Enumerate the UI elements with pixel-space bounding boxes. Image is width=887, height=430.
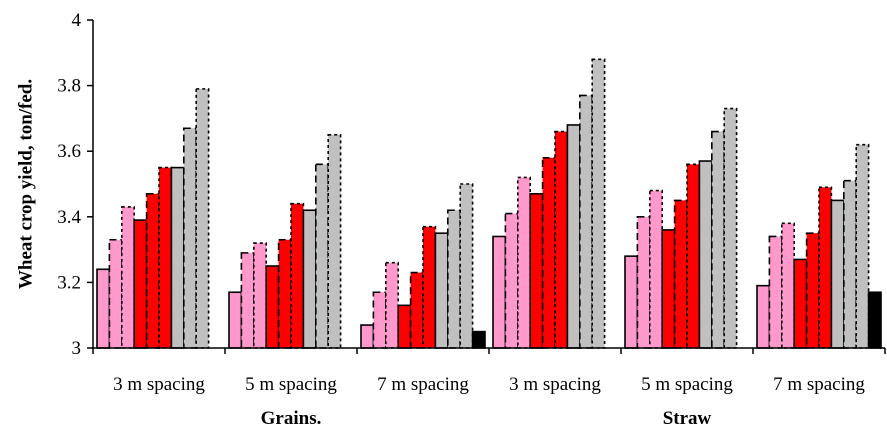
bar: [409, 271, 424, 349]
bar: [529, 193, 544, 349]
x-category-label: 7 m spacing: [377, 374, 469, 395]
x-ticks: 3 m spacing 5 m spacing 7 m spacing 3 m spa…: [92, 348, 886, 395]
bar: [661, 229, 676, 349]
y-axis-label: Wheat crop yield, ton/fed.: [15, 79, 36, 289]
bar: [723, 107, 738, 349]
bar: [855, 143, 870, 349]
bar: [228, 291, 243, 349]
x-category-label: 5 m spacing: [641, 374, 733, 395]
x-category-label: 3 m spacing: [509, 374, 601, 395]
bar: [554, 130, 569, 349]
y-tick-label: 4: [72, 10, 82, 31]
bar: [434, 232, 449, 349]
bar: [636, 216, 651, 349]
bar: [360, 324, 375, 349]
bar: [240, 252, 255, 349]
y-tick-label: 3.6: [57, 141, 81, 162]
bar: [780, 222, 795, 349]
bar: [446, 209, 461, 349]
bar: [121, 206, 136, 349]
bar: [277, 238, 292, 349]
x-category-label: 7 m spacing: [773, 374, 865, 395]
bar: [314, 163, 329, 349]
bar: [158, 166, 173, 349]
bar: [516, 176, 531, 349]
bars-layer: [96, 58, 882, 349]
bar: [145, 193, 160, 349]
bar: [818, 186, 833, 349]
bar: [290, 202, 305, 349]
y-tick-label: 3.8: [57, 76, 81, 97]
bar: [698, 160, 713, 349]
bar: [492, 235, 507, 349]
bar: [842, 179, 857, 349]
x-category-label: 3 m spacing: [113, 374, 205, 395]
bar: [793, 258, 808, 349]
bar: [170, 166, 185, 349]
bar: [686, 163, 701, 349]
bar: [471, 330, 486, 349]
bar: [459, 183, 474, 349]
bar: [384, 261, 399, 349]
bar: [830, 199, 845, 349]
y-ticks: 3 3.2 3.4 3.6 3.8 4: [57, 10, 93, 359]
bar: [867, 291, 882, 349]
bar: [108, 238, 123, 349]
bar: [195, 88, 210, 349]
bar: [710, 130, 725, 349]
bar: [397, 304, 412, 349]
bar: [504, 212, 519, 349]
bar: [183, 127, 198, 349]
group-label-grains: Grains.: [261, 408, 322, 429]
bar: [805, 232, 820, 349]
bar: [96, 268, 111, 349]
bar: [768, 235, 783, 349]
y-tick-label: 3.2: [57, 272, 81, 293]
y-tick-label: 3: [72, 338, 82, 359]
bar: [327, 134, 342, 349]
bar: [756, 284, 771, 349]
bar: [648, 189, 663, 349]
group-label-straw: Straw: [663, 408, 712, 429]
bar: [133, 219, 148, 349]
bar: [302, 209, 317, 349]
bar: [541, 156, 556, 349]
bar: [253, 242, 268, 349]
bar: [566, 124, 581, 349]
bar: [265, 265, 280, 349]
bar: [372, 291, 387, 349]
bar: [422, 225, 437, 349]
x-category-label: 5 m spacing: [245, 374, 337, 395]
bar: [591, 58, 606, 349]
bar: [578, 94, 593, 349]
bar: [624, 255, 639, 349]
bar: [673, 199, 688, 349]
y-tick-label: 3.4: [57, 207, 81, 228]
